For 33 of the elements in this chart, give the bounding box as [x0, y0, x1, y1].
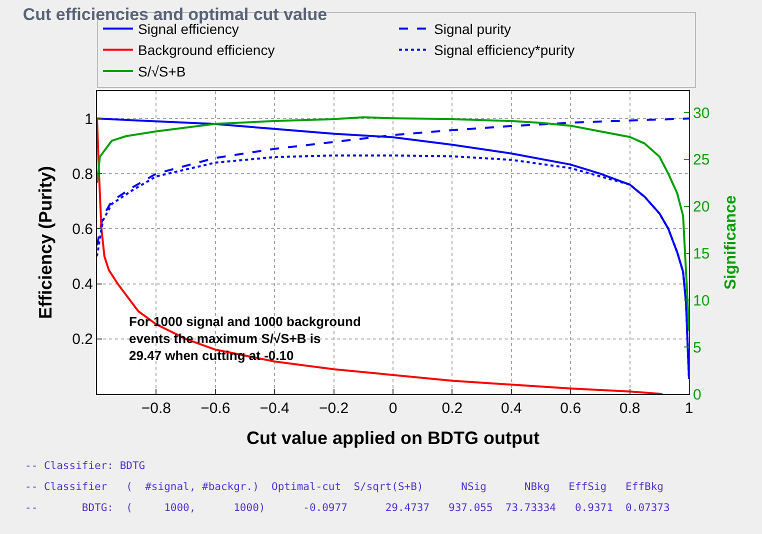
- y-tick-label: 0.6: [72, 220, 93, 238]
- x-tick-label: 0.6: [560, 400, 582, 417]
- y2-tick-label: 15: [693, 246, 710, 263]
- y2-tick-label: 20: [693, 198, 710, 216]
- y2-tick-label: 0: [693, 386, 702, 404]
- chart-title: Cut efficiencies and optimal cut value: [22, 4, 328, 24]
- x-tick-label: −0.6: [200, 400, 230, 417]
- x-tick-label: −0.8: [141, 400, 172, 417]
- y-tick-label: 0.8: [72, 166, 93, 183]
- text: -- BDTG: ( 1000, 1000) -0.0977 29.4737 937.055 73.73334 0.9371 0.07373: [25, 502, 670, 514]
- y2-tick-label: 5: [693, 339, 702, 356]
- x-tick-label: 0.8: [619, 400, 640, 417]
- x-axis-title: Cut value applied on BDTG output: [246, 428, 540, 448]
- y2-tick-label: 10: [693, 292, 710, 310]
- x-tick-label: 1: [684, 400, 694, 417]
- y2-tick-label: 30: [693, 104, 710, 122]
- y-tick-label: 1: [84, 110, 93, 128]
- y-tick-label: 0.2: [72, 331, 93, 348]
- legend-label: S/√S+B: [138, 63, 186, 80]
- legend-label: Background efficiency: [138, 42, 275, 58]
- x-tick-label: 0.4: [500, 400, 522, 417]
- y-axis-title: Efficiency (Purity): [35, 166, 56, 320]
- legend-label: Signal efficiency*purity: [434, 42, 575, 58]
- y2-axis-title: Significance: [722, 195, 740, 290]
- y2-tick-label: 25: [693, 152, 710, 169]
- text: -- Classifier ( #signal, #backgr.) Optimal-cut S/sqrt(S+B) NSig NBkg EffSig EffBkg: [25, 481, 664, 493]
- x-tick-label: −0.2: [318, 400, 349, 417]
- text: -- Classifier: BDTG: [25, 460, 146, 472]
- x-tick-label: −0.4: [260, 400, 290, 417]
- x-tick-label: 0.2: [442, 400, 463, 417]
- legend-label: Signal purity: [434, 21, 512, 38]
- y-tick-label: 0.4: [72, 276, 93, 294]
- x-tick-label: 0: [388, 400, 398, 417]
